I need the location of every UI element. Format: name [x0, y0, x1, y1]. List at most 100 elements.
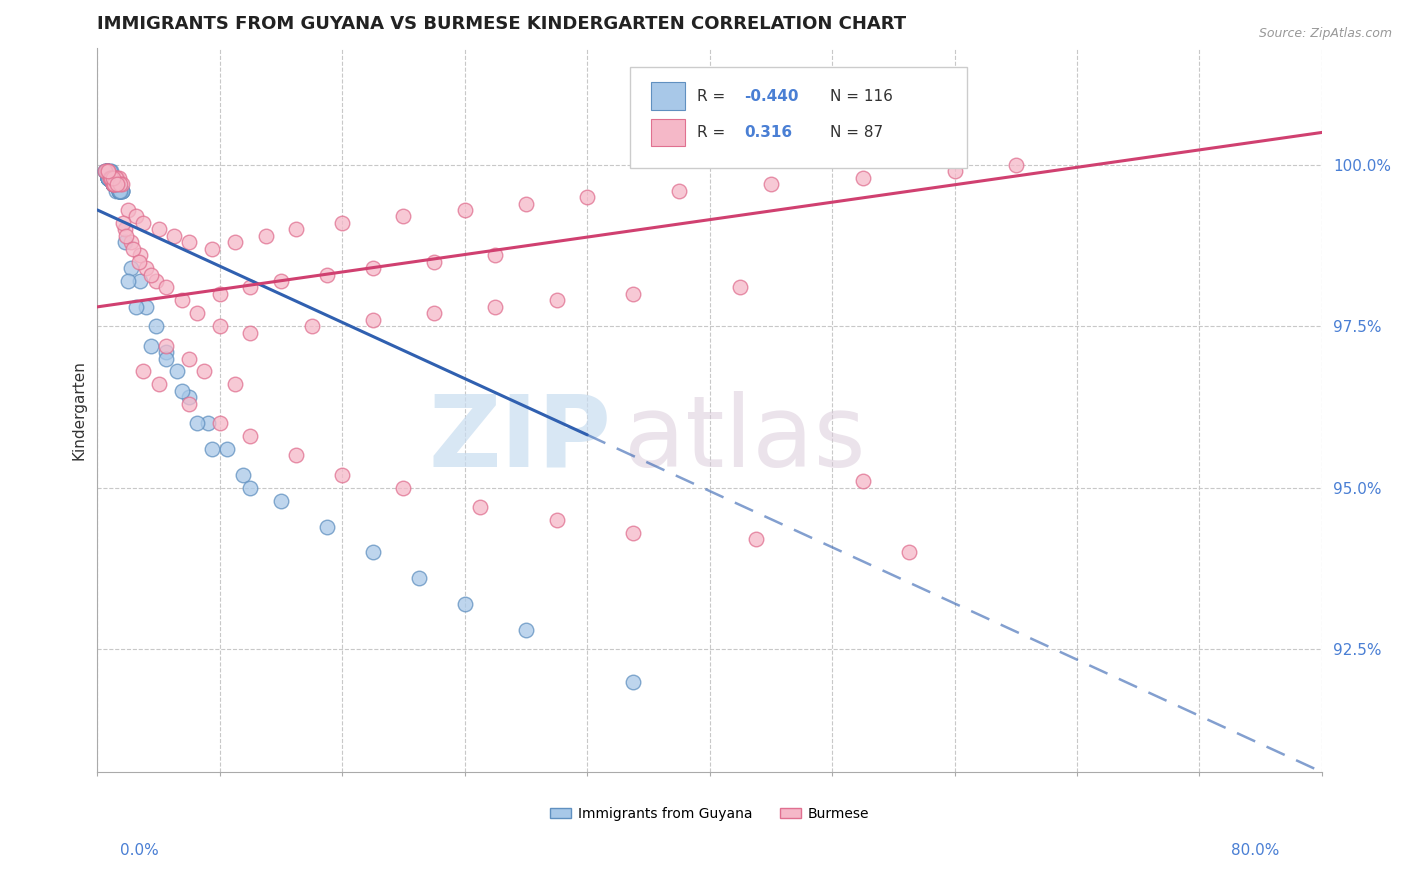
Point	[101, 177, 124, 191]
Point	[100, 164, 122, 178]
Point	[759, 177, 782, 191]
Point	[98, 170, 121, 185]
Point	[105, 170, 128, 185]
Point	[423, 254, 446, 268]
Point	[254, 228, 277, 243]
Point	[97, 170, 120, 185]
FancyBboxPatch shape	[651, 119, 685, 146]
Point	[546, 293, 568, 308]
Point	[224, 235, 246, 250]
Point	[105, 177, 128, 191]
Point	[111, 184, 134, 198]
Point	[107, 184, 129, 198]
Point	[186, 306, 208, 320]
Point	[98, 170, 121, 185]
Point	[621, 674, 644, 689]
Point	[103, 177, 125, 191]
Point	[96, 164, 118, 178]
Point	[124, 210, 146, 224]
Point	[139, 268, 162, 282]
Point	[103, 170, 125, 185]
Point	[101, 177, 124, 191]
Point	[129, 248, 152, 262]
Point	[110, 184, 132, 198]
Point	[852, 170, 875, 185]
Point	[97, 170, 120, 185]
Point	[330, 216, 353, 230]
Text: N = 87: N = 87	[830, 125, 883, 140]
Point	[103, 177, 125, 191]
Text: N = 116: N = 116	[830, 88, 893, 103]
Point	[114, 235, 136, 250]
Point	[392, 481, 415, 495]
Point	[100, 170, 122, 185]
Point	[301, 319, 323, 334]
Point	[897, 545, 920, 559]
Text: Source: ZipAtlas.com: Source: ZipAtlas.com	[1258, 27, 1392, 40]
Point	[361, 545, 384, 559]
Point	[103, 177, 125, 191]
Point	[97, 170, 120, 185]
Point	[100, 170, 122, 185]
Point	[270, 274, 292, 288]
Point	[97, 164, 120, 178]
Point	[101, 170, 124, 185]
Point	[101, 177, 124, 191]
Point	[98, 170, 121, 185]
Text: atlas: atlas	[624, 391, 866, 488]
Point	[117, 202, 139, 217]
FancyBboxPatch shape	[651, 82, 685, 110]
Point	[107, 184, 129, 198]
Point	[97, 170, 120, 185]
Point	[98, 170, 121, 185]
Text: 0.316: 0.316	[744, 125, 792, 140]
Point	[186, 416, 208, 430]
Point	[124, 300, 146, 314]
Point	[179, 390, 201, 404]
Point	[104, 170, 127, 185]
Point	[104, 177, 127, 191]
Point	[621, 526, 644, 541]
Text: R =: R =	[697, 88, 731, 103]
Point	[105, 177, 128, 191]
Point	[96, 164, 118, 178]
Point	[100, 170, 122, 185]
Point	[107, 170, 129, 185]
Point	[170, 384, 193, 398]
Point	[484, 248, 506, 262]
Point	[98, 170, 121, 185]
Point	[166, 364, 188, 378]
Point	[100, 170, 122, 185]
Point	[232, 467, 254, 482]
Point	[208, 287, 231, 301]
Point	[105, 177, 128, 191]
Point	[201, 242, 224, 256]
Point	[96, 164, 118, 178]
Point	[1004, 158, 1026, 172]
Text: ZIP: ZIP	[429, 391, 612, 488]
Point	[114, 222, 136, 236]
Point	[97, 170, 120, 185]
Point	[316, 519, 339, 533]
Point	[96, 164, 118, 178]
Point	[98, 170, 121, 185]
Point	[201, 442, 224, 456]
Point	[943, 164, 966, 178]
Point	[217, 442, 239, 456]
Point	[139, 338, 162, 352]
Point	[97, 170, 120, 185]
Point	[285, 222, 308, 236]
Point	[454, 597, 477, 611]
Point	[96, 164, 118, 178]
Point	[121, 242, 143, 256]
Point	[148, 377, 170, 392]
Point	[852, 475, 875, 489]
Point	[101, 177, 124, 191]
Point	[110, 184, 132, 198]
Point	[107, 184, 129, 198]
Point	[105, 177, 128, 191]
Point	[132, 216, 155, 230]
Point	[285, 449, 308, 463]
Point	[103, 177, 125, 191]
Point	[155, 338, 177, 352]
